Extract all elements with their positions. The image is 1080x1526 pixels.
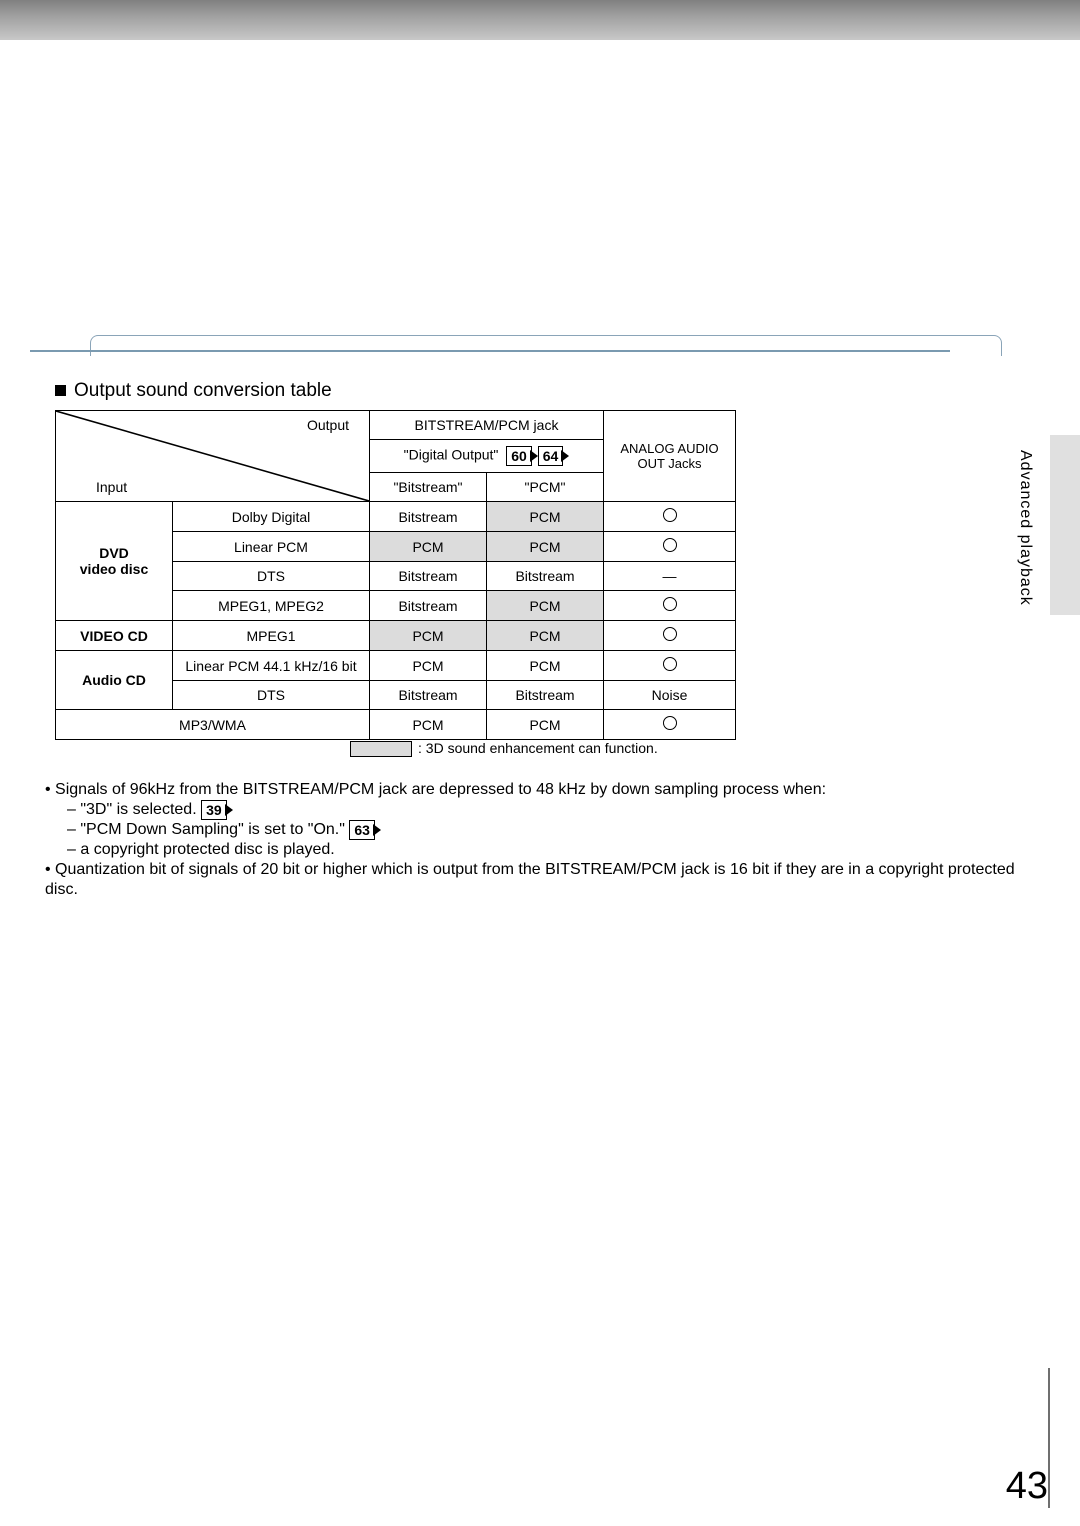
diagonal-header-cell: Input Output (56, 411, 370, 502)
section-tab-bg (1050, 435, 1080, 615)
note-bullet: Signals of 96kHz from the BITSTREAM/PCM … (45, 780, 1045, 860)
page-ref-arrow-icon (561, 450, 569, 462)
cell-bitstream: Bitstream (370, 681, 487, 710)
conversion-table: Input Output BITSTREAM/PCM jackANALOG AUDI… (55, 410, 736, 740)
header-bitstream-pcm-jack: BITSTREAM/PCM jack (370, 411, 604, 440)
cell-bitstream: Bitstream (370, 502, 487, 532)
cell-analog: — (604, 562, 736, 591)
cell-analog (604, 651, 736, 681)
circle-icon (663, 538, 677, 552)
row-format: Dolby Digital (173, 502, 370, 532)
circle-icon (663, 597, 677, 611)
cell-bitstream: PCM (370, 621, 487, 651)
legend-text: : 3D sound enhancement can function. (418, 740, 658, 756)
row-format: DTS (173, 562, 370, 591)
cell-bitstream: PCM (370, 710, 487, 740)
header-bitstream-col: "Bitstream" (370, 473, 487, 502)
page-number: 43 (1006, 1465, 1048, 1508)
circle-icon (663, 716, 677, 730)
content-panel (30, 350, 950, 372)
note-sub-bullet: "3D" is selected. 39 (67, 800, 1045, 820)
row-category: Audio CD (56, 651, 173, 710)
note-bullet: Quantization bit of signals of 20 bit or… (45, 860, 1045, 900)
note-sub-bullet: a copyright protected disc is played. (67, 840, 1045, 860)
cell-analog (604, 532, 736, 562)
section-heading: Output sound conversion table (55, 380, 332, 402)
notes-section: Signals of 96kHz from the BITSTREAM/PCM … (45, 780, 1045, 900)
cell-pcm: PCM (487, 710, 604, 740)
row-format: Linear PCM 44.1 kHz/16 bit (173, 651, 370, 681)
page-ref-arrow-icon (225, 804, 233, 816)
cell-analog: Noise (604, 681, 736, 710)
cell-pcm: PCM (487, 651, 604, 681)
cell-pcm: PCM (487, 621, 604, 651)
square-bullet-icon (55, 385, 66, 396)
cell-bitstream: PCM (370, 532, 487, 562)
page-content: Advanced playback Output sound conversio… (0, 40, 1080, 1526)
table-legend: : 3D sound enhancement can function. (350, 740, 658, 757)
output-axis-label: Output (307, 417, 349, 433)
page-ref-box: 63 (349, 820, 375, 840)
page-ref-box: 64 (538, 446, 564, 466)
circle-icon (663, 508, 677, 522)
note-sublist: "3D" is selected. 39"PCM Down Sampling" … (45, 800, 1045, 860)
row-category: VIDEO CD (56, 621, 173, 651)
cell-analog (604, 621, 736, 651)
row-category: DVDvideo disc (56, 502, 173, 621)
row-format: MPEG1 (173, 621, 370, 651)
header-analog-audio-out: ANALOG AUDIOOUT Jacks (604, 411, 736, 502)
page-ref-box: 39 (201, 800, 227, 820)
cell-analog (604, 710, 736, 740)
cell-analog (604, 591, 736, 621)
cell-pcm: PCM (487, 502, 604, 532)
table-row: VIDEO CDMPEG1PCMPCM (56, 621, 736, 651)
row-format: MPEG1, MPEG2 (173, 591, 370, 621)
table-row: DVDvideo discDolby DigitalBitstreamPCM (56, 502, 736, 532)
table-row: Audio CDLinear PCM 44.1 kHz/16 bitPCMPCM (56, 651, 736, 681)
cell-pcm: Bitstream (487, 562, 604, 591)
notes-list: Signals of 96kHz from the BITSTREAM/PCM … (45, 780, 1045, 900)
page-ref-arrow-icon (530, 450, 538, 462)
cell-bitstream: Bitstream (370, 562, 487, 591)
input-axis-label: Input (96, 479, 127, 495)
row-format: DTS (173, 681, 370, 710)
page-rule (1048, 1368, 1050, 1508)
cell-bitstream: PCM (370, 651, 487, 681)
row-format: Linear PCM (173, 532, 370, 562)
cell-pcm: PCM (487, 532, 604, 562)
cell-pcm: PCM (487, 591, 604, 621)
heading-text: Output sound conversion table (74, 380, 332, 401)
cell-pcm: Bitstream (487, 681, 604, 710)
cell-analog (604, 502, 736, 532)
legend-swatch (350, 741, 412, 757)
circle-icon (663, 627, 677, 641)
page-ref-box: 60 (506, 446, 532, 466)
header-gradient-bar (0, 0, 1080, 40)
header-pcm-col: "PCM" (487, 473, 604, 502)
table-row: MP3/WMAPCMPCM (56, 710, 736, 740)
circle-icon (663, 657, 677, 671)
page-ref-arrow-icon (373, 824, 381, 836)
cell-bitstream: Bitstream (370, 591, 487, 621)
note-sub-bullet: "PCM Down Sampling" is set to "On." 63 (67, 820, 1045, 840)
section-tab-label: Advanced playback (1016, 450, 1034, 606)
row-format-full: MP3/WMA (56, 710, 370, 740)
header-digital-output: "Digital Output" 6064 (370, 440, 604, 473)
